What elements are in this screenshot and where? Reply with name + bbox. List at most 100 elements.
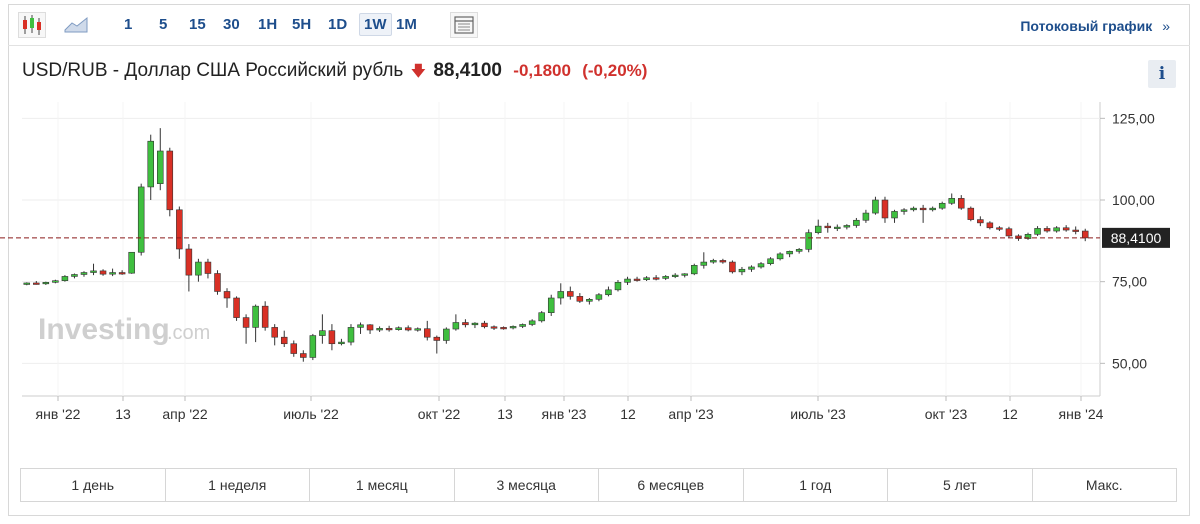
table-view-icon[interactable] [450,12,478,38]
candle-down [166,150,174,211]
candle-up [61,276,69,281]
candle-down [567,291,574,297]
candle-down [729,261,736,273]
last-price-tag [1102,227,1170,248]
candle-down [958,198,965,209]
x-tick-label: 12 [1002,406,1018,422]
candle-down [1072,229,1079,232]
candle-up [395,327,402,330]
candle-down [500,327,507,330]
candle-up [338,341,345,345]
candle-down [462,322,469,326]
candle-down [118,272,126,275]
candle-up [147,140,154,188]
range-5-years[interactable]: 5 лет [888,469,1033,501]
candle-up [319,330,326,336]
x-tick-label: янв '24 [1059,406,1104,422]
candle-up [900,209,908,212]
x-tick-label: окт '23 [925,406,968,422]
range-1-day[interactable]: 1 день [21,469,166,501]
chart-widget [8,4,1190,516]
candle-up [414,328,421,331]
candle-down [280,336,288,345]
candle-down [977,219,984,224]
candle-down [881,199,889,219]
candle-up [938,202,946,209]
candle-down [385,328,393,331]
candle-up [834,226,841,229]
timeframe-5h[interactable]: 5H [292,16,312,33]
candle-up [90,270,97,273]
streaming-chart-link[interactable]: Потоковый график » [1020,18,1170,34]
candle-up [52,280,59,283]
candle-up [557,291,565,299]
streaming-chart-label: Потоковый график [1020,18,1153,34]
candle-down [404,327,412,331]
candle-up [843,225,851,228]
range-selector: 1 день 1 неделя 1 месяц 3 месяца 6 месяц… [20,468,1177,502]
timeframe-1mo[interactable]: 1M [396,16,417,33]
range-max[interactable]: Макс. [1085,477,1123,493]
candle-up [528,320,536,325]
x-tick-label: окт '22 [418,406,461,422]
info-button[interactable]: i [1148,60,1176,88]
range-3-months[interactable]: 3 месяца [455,469,599,501]
candle-up [1053,227,1060,232]
candle-up [662,276,669,279]
candle-up [738,268,746,273]
candlestick-chart: 50,00 75,00 100,00 125,00 янв '22 13 апр '22 ию… [0,102,1170,422]
candle-up [586,299,593,302]
candle-up [137,186,145,253]
last-price-tag-label: 88,4100 [1111,230,1162,246]
candle-down [33,282,40,285]
candle-down [424,328,431,338]
candle-down [223,291,231,299]
candle-up [23,282,31,285]
y-tick-label: 125,00 [1112,110,1155,126]
candle-up [509,326,517,329]
timeframe-1m[interactable]: 1 [124,16,133,33]
x-tick-label: 13 [497,406,513,422]
candle-down [996,227,1003,230]
candle-down [233,297,240,318]
candle-up [614,282,622,291]
x-tick-label: 13 [115,406,131,422]
candle-up [157,150,164,184]
candle-up [128,251,135,274]
last-price: 88,4100 [433,60,502,81]
candle-up [757,263,765,268]
timeframe-30m[interactable]: 30 [223,16,240,33]
candlestick-chart-icon[interactable] [18,12,46,38]
candle-down [1062,227,1070,231]
y-tick-label: 75,00 [1112,274,1147,290]
candle-up [891,211,898,219]
candle-up [452,322,460,330]
area-chart-icon[interactable] [63,12,91,38]
chart-toolbar: 1 5 15 30 1H 5H 1D 1W 1M Потоковый графи… [8,4,1190,46]
candle-up [853,219,860,226]
candle-down [1043,228,1051,232]
timeframe-1h[interactable]: 1H [258,16,278,33]
timeframe-1w[interactable]: 1W [359,13,392,36]
timeframe-5m[interactable]: 5 [159,16,168,33]
candle-up [42,282,50,285]
candle-up [700,261,708,266]
candle-up [910,207,917,211]
range-6-months[interactable]: 6 месяцев [599,469,744,501]
timeframe-1d[interactable]: 1D [328,16,348,33]
candle-down [300,353,307,358]
range-1-month[interactable]: 1 месяц [310,469,455,501]
candle-down [652,277,660,280]
candle-up [519,324,526,327]
range-1-year[interactable]: 1 год [744,469,888,501]
candle-up [948,198,955,204]
timeframe-15m[interactable]: 15 [189,16,206,33]
candle-up [786,250,793,255]
candle-up [471,322,479,326]
candle-up [748,266,755,270]
watermark-com: .com [167,322,210,344]
candle-up [862,212,870,221]
range-1-week[interactable]: 1 неделя [166,469,310,501]
candle-down [1005,228,1013,237]
candle-down [967,207,975,220]
